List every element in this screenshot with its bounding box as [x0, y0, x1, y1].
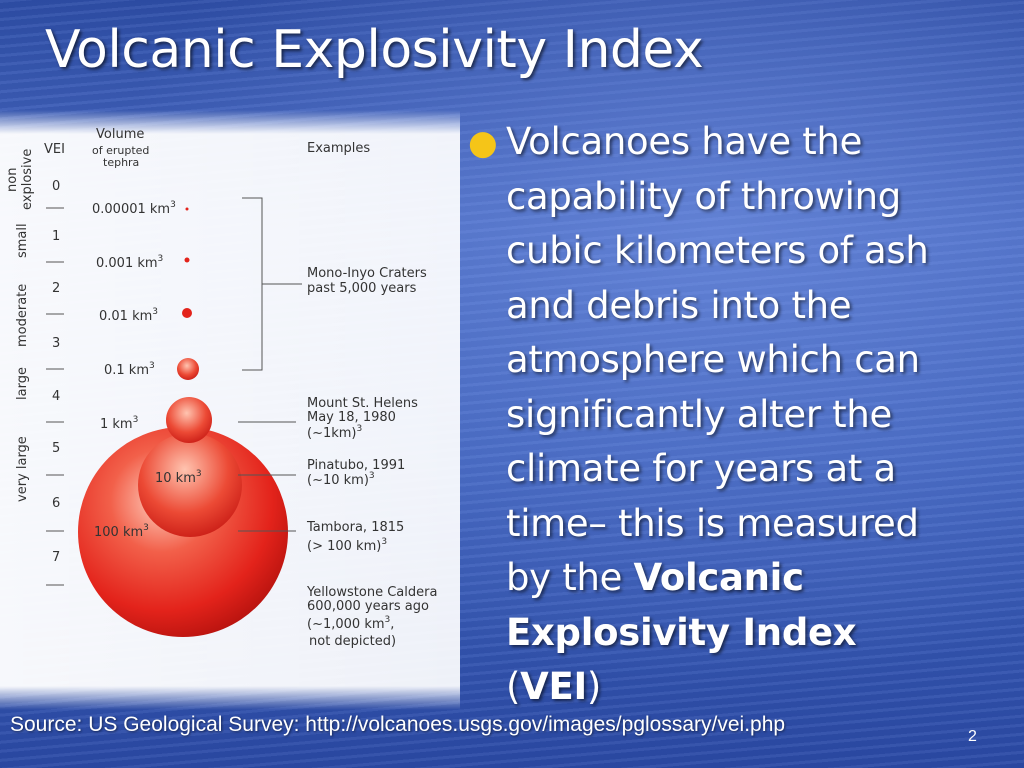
volume-label-7: 100 km3 — [94, 523, 149, 540]
volume-label-6: 10 km3 — [155, 469, 202, 486]
volume-label-1: 0.00001 km3 — [92, 200, 176, 217]
plume-vei4 — [177, 358, 199, 380]
bullet-line: and debris into the — [506, 283, 852, 327]
bullet-line: by the Volcanic — [506, 556, 804, 599]
vei-number-0: 0 — [52, 179, 60, 194]
category-large: large — [15, 367, 30, 400]
vei-divider-lines — [46, 207, 64, 586]
example-st-helens-line1: Mount St. Helens — [307, 396, 418, 411]
example-yellowstone-line3: (~1,000 km3, — [307, 615, 394, 632]
bullet-line: Explosivity Index — [506, 606, 986, 661]
category-very-large: very large — [15, 436, 30, 502]
category-moderate: moderate — [15, 284, 30, 347]
category-non-line1: non — [5, 168, 20, 192]
bullet-dot-icon: ● — [468, 123, 498, 163]
example-mono-inyo-line1: Mono-Inyo Craters — [307, 266, 427, 281]
example-connectors — [238, 197, 302, 532]
bullet-line: (VEI) — [506, 665, 602, 708]
example-st-helens-line2: May 18, 1980 — [307, 410, 396, 425]
source-citation: Source: US Geological Survey: http://vol… — [10, 713, 786, 736]
volume-header-line3: tephra — [103, 156, 139, 169]
category-small: small — [15, 223, 30, 258]
bold-term-volcanic: Volcanic — [633, 556, 804, 599]
examples-header: Examples — [307, 141, 370, 156]
bullet-line: Volcanoes have the — [506, 120, 863, 163]
example-st-helens-line3: (~1km)3 — [307, 424, 362, 441]
vei-column-header: VEI — [44, 142, 65, 157]
bullet-line: atmosphere which can — [506, 338, 920, 381]
vei-number-5: 5 — [52, 441, 60, 456]
vei-number-2: 2 — [52, 281, 60, 296]
bold-term-explosivity-index: Explosivity Index — [506, 610, 857, 654]
example-yellowstone-line4: not depicted) — [309, 634, 396, 649]
vei-number-6: 6 — [52, 496, 60, 511]
plume-vei2 — [184, 257, 190, 263]
example-mono-inyo-line2: past 5,000 years — [307, 281, 417, 296]
bullet-line: capability of throwing — [506, 174, 901, 218]
example-pinatubo-line1: Pinatubo, 1991 — [307, 458, 405, 473]
bullet-line: cubic kilometers of ash — [506, 229, 929, 272]
example-tambora-line2: (> 100 km)3 — [307, 537, 387, 554]
example-tambora-line1: Tambora, 1815 — [306, 520, 404, 535]
example-yellowstone-line2: 600,000 years ago — [307, 599, 429, 614]
volume-label-2: 0.001 km3 — [96, 254, 163, 271]
category-non-line2: explosive — [20, 149, 35, 210]
vei-number-3: 3 — [52, 336, 60, 351]
plume-vei1 — [185, 207, 189, 211]
plume-vei3 — [182, 308, 192, 318]
volume-label-3: 0.01 km3 — [99, 307, 158, 324]
plume-vei6 — [138, 433, 242, 537]
volume-header-line1: Volume — [96, 127, 144, 142]
bullet-line: time– this is measured — [506, 501, 919, 545]
volume-label-5: 1 km3 — [100, 415, 138, 432]
example-pinatubo-line2: (~10 km)3 — [307, 471, 375, 488]
volume-label-4: 0.1 km3 — [104, 361, 155, 378]
volume-header-line2: of erupted — [92, 144, 149, 157]
slide-title: Volcanic Explosivity Index — [45, 20, 704, 80]
vei-number-1: 1 — [52, 229, 60, 244]
example-yellowstone-line1: Yellowstone Caldera — [306, 585, 437, 600]
page-number: 2 — [968, 728, 977, 745]
vei-number-7: 7 — [52, 550, 60, 565]
plume-vei5 — [166, 397, 212, 443]
bullet-text: Volcanoes have the capability of throwin… — [506, 115, 986, 715]
bullet-line: climate for years at a — [506, 447, 896, 490]
vei-number-4: 4 — [52, 389, 60, 404]
bold-term-vei: VEI — [520, 665, 587, 708]
bullet-line: significantly alter the — [506, 392, 893, 436]
